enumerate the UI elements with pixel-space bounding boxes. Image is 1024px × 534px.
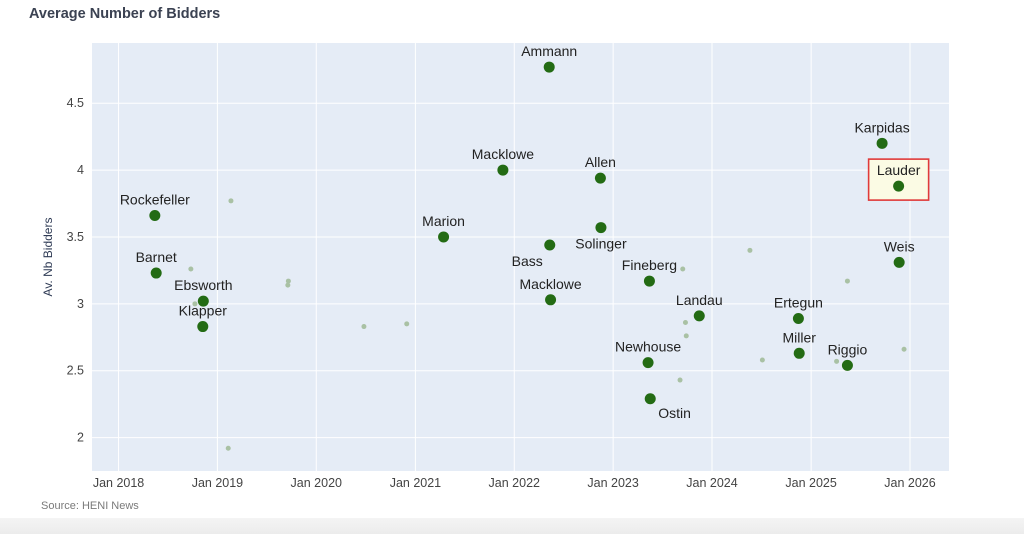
point-labels: Rockefeller Barnet Ebsworth Klapper Marion Ma… xyxy=(120,43,921,421)
background-point xyxy=(228,198,234,204)
background-point xyxy=(361,324,367,330)
background-point xyxy=(834,358,840,364)
background-point xyxy=(683,333,689,339)
point-label: Landau xyxy=(676,292,723,308)
point-label: Ertegun xyxy=(774,295,823,311)
data-point xyxy=(543,61,555,73)
data-point xyxy=(545,294,557,306)
background-points xyxy=(188,198,907,451)
highlight-box xyxy=(867,158,930,201)
background-point xyxy=(677,377,683,383)
point-label: Ammann xyxy=(521,43,577,59)
data-point xyxy=(792,313,804,325)
y-tick-label: 2 xyxy=(77,431,84,445)
background-point xyxy=(844,278,850,284)
background-point xyxy=(680,266,686,272)
x-tick-label: Jan 2023 xyxy=(587,476,638,490)
y-tick-label: 3.5 xyxy=(67,230,84,244)
labeled-points xyxy=(149,61,905,405)
x-tick-label: Jan 2021 xyxy=(390,476,441,490)
background-point xyxy=(759,357,765,363)
point-label: Fineberg xyxy=(622,257,677,273)
point-label: Rockefeller xyxy=(120,192,190,208)
chart-title: Average Number of Bidders xyxy=(29,6,221,22)
background-point xyxy=(404,321,410,327)
data-point xyxy=(197,321,209,333)
data-point xyxy=(893,256,905,268)
plot-area xyxy=(92,43,949,471)
y-tick-label: 4.5 xyxy=(67,96,84,110)
point-label: Klapper xyxy=(179,303,228,319)
highlight-layer xyxy=(867,158,930,201)
data-point xyxy=(642,357,654,369)
x-tick-label: Jan 2020 xyxy=(291,476,342,490)
point-label: Macklowe xyxy=(519,276,581,292)
point-label: Newhouse xyxy=(615,339,681,355)
x-tick-label: Jan 2019 xyxy=(192,476,243,490)
x-tick-label: Jan 2025 xyxy=(785,476,836,490)
point-label: Barnet xyxy=(136,249,177,265)
data-point xyxy=(876,137,888,149)
background-point xyxy=(747,247,753,253)
point-label: Ostin xyxy=(658,405,691,421)
data-point xyxy=(438,231,450,243)
data-point xyxy=(497,164,509,176)
data-point xyxy=(643,275,655,287)
x-axis-ticks: Jan 2018 Jan 2019 Jan 2020 Jan 2021 Jan 2022… xyxy=(93,476,936,490)
point-label: Karpidas xyxy=(854,119,909,135)
data-point xyxy=(793,347,805,359)
point-label: Allen xyxy=(585,154,616,170)
point-label: Miller xyxy=(782,329,816,345)
data-point xyxy=(594,172,606,184)
x-tick-label: Jan 2026 xyxy=(884,476,935,490)
point-label: Marion xyxy=(422,213,465,229)
data-point xyxy=(841,359,853,371)
background-point xyxy=(225,445,231,451)
grid-lines xyxy=(92,43,949,471)
x-tick-label: Jan 2018 xyxy=(93,476,144,490)
data-point xyxy=(893,180,905,192)
point-label: Ebsworth xyxy=(174,277,232,293)
chart-source: Source: HENI News xyxy=(41,500,139,512)
x-tick-label: Jan 2022 xyxy=(489,476,540,490)
y-tick-label: 3 xyxy=(77,297,84,311)
data-point xyxy=(644,393,656,405)
data-point xyxy=(544,239,556,251)
background-point xyxy=(682,320,688,326)
data-point xyxy=(693,310,705,322)
background-point xyxy=(188,266,194,272)
data-point xyxy=(149,210,161,222)
point-label: Lauder xyxy=(877,162,921,178)
y-tick-label: 2.5 xyxy=(67,364,84,378)
point-label: Macklowe xyxy=(472,146,534,162)
background-point xyxy=(901,346,907,352)
background-point xyxy=(192,301,198,307)
background-point xyxy=(285,278,291,284)
point-label: Riggio xyxy=(828,341,868,357)
bottom-band xyxy=(0,518,1024,534)
x-tick-label: Jan 2024 xyxy=(686,476,737,490)
data-point xyxy=(150,267,162,279)
point-label: Solinger xyxy=(575,236,627,252)
y-axis-ticks: 2 2.5 3 3.5 4 4.5 xyxy=(67,96,84,444)
data-point xyxy=(595,222,607,234)
y-tick-label: 4 xyxy=(77,163,84,177)
y-axis-label: Av. Nb Bidders xyxy=(41,218,55,297)
point-label: Weis xyxy=(884,238,915,254)
data-point xyxy=(197,295,209,307)
background-point xyxy=(285,282,291,288)
point-label: Bass xyxy=(512,253,543,269)
